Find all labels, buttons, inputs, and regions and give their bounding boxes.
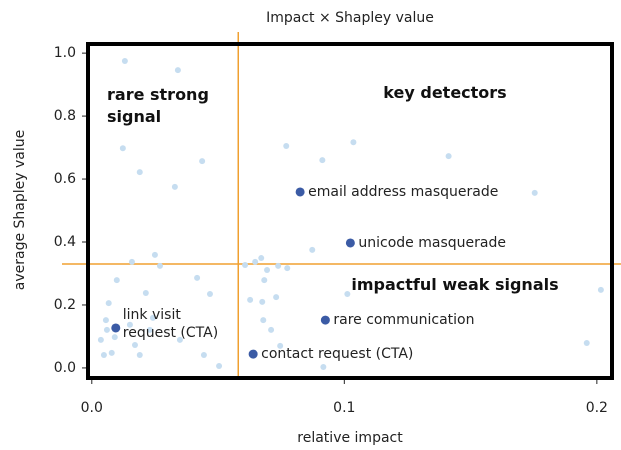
point bbox=[103, 326, 110, 333]
point bbox=[200, 352, 207, 359]
point bbox=[128, 258, 135, 265]
point bbox=[275, 262, 282, 269]
point bbox=[131, 341, 138, 348]
point bbox=[111, 323, 121, 333]
point bbox=[108, 349, 115, 356]
point bbox=[97, 336, 104, 343]
point-label: contact request (CTA) bbox=[261, 346, 414, 363]
quadrant-label: rare strong signal bbox=[107, 85, 209, 126]
y-tick-label: 0.6 bbox=[54, 171, 76, 187]
quadrant-label: key detectors bbox=[383, 83, 507, 102]
plot-frame bbox=[86, 42, 614, 380]
point bbox=[259, 298, 266, 305]
x-axis-label: relative impact bbox=[297, 430, 403, 446]
point bbox=[121, 57, 128, 64]
point bbox=[100, 352, 107, 359]
point bbox=[113, 277, 120, 284]
point bbox=[597, 286, 604, 293]
point bbox=[268, 326, 275, 333]
point bbox=[149, 314, 156, 321]
point bbox=[156, 262, 163, 269]
point bbox=[531, 189, 538, 196]
point bbox=[142, 290, 149, 297]
point bbox=[242, 261, 249, 268]
x-tick-label: 0.1 bbox=[333, 400, 355, 416]
y-tick-label: 0.8 bbox=[54, 108, 76, 124]
point bbox=[309, 246, 316, 253]
point-label: rare communication bbox=[333, 312, 475, 329]
point bbox=[264, 267, 271, 274]
point bbox=[151, 251, 158, 258]
point bbox=[260, 317, 267, 324]
point bbox=[345, 238, 355, 248]
point-label: link visit request (CTA) bbox=[122, 306, 219, 341]
point bbox=[146, 326, 153, 333]
y-axis-label: average Shapley value bbox=[12, 130, 28, 290]
point bbox=[216, 363, 223, 370]
point bbox=[583, 340, 590, 347]
point bbox=[295, 187, 305, 197]
point bbox=[445, 153, 452, 160]
point-label: email address masquerade bbox=[308, 183, 499, 200]
point bbox=[105, 300, 112, 307]
point bbox=[171, 183, 178, 190]
point bbox=[258, 255, 265, 262]
point bbox=[284, 265, 291, 272]
point-label: unicode masquerade bbox=[358, 234, 506, 251]
point bbox=[111, 334, 118, 341]
point bbox=[252, 258, 259, 265]
point bbox=[273, 294, 280, 301]
point bbox=[247, 296, 254, 303]
point bbox=[199, 158, 206, 165]
point bbox=[283, 142, 290, 149]
point bbox=[176, 336, 183, 343]
point bbox=[319, 157, 326, 164]
point bbox=[261, 277, 268, 284]
point bbox=[126, 321, 133, 328]
point bbox=[136, 352, 143, 359]
point bbox=[344, 290, 351, 297]
y-tick-label: 0.2 bbox=[54, 297, 76, 313]
point bbox=[248, 349, 258, 359]
quadrant-label: impactful weak signals bbox=[351, 275, 559, 294]
chart-title: Impact × Shapley value bbox=[266, 10, 434, 26]
x-tick-label: 0.0 bbox=[81, 400, 103, 416]
y-tick-label: 0.0 bbox=[54, 360, 76, 376]
point bbox=[194, 274, 201, 281]
point bbox=[102, 317, 109, 324]
point bbox=[174, 67, 181, 74]
y-tick-label: 0.4 bbox=[54, 234, 76, 250]
y-tick-label: 1.0 bbox=[54, 45, 76, 61]
point bbox=[320, 315, 330, 325]
point bbox=[320, 363, 327, 370]
point bbox=[119, 145, 126, 152]
point bbox=[277, 342, 284, 349]
point bbox=[136, 169, 143, 176]
point bbox=[206, 290, 213, 297]
x-tick-label: 0.2 bbox=[586, 400, 608, 416]
point bbox=[350, 139, 357, 146]
